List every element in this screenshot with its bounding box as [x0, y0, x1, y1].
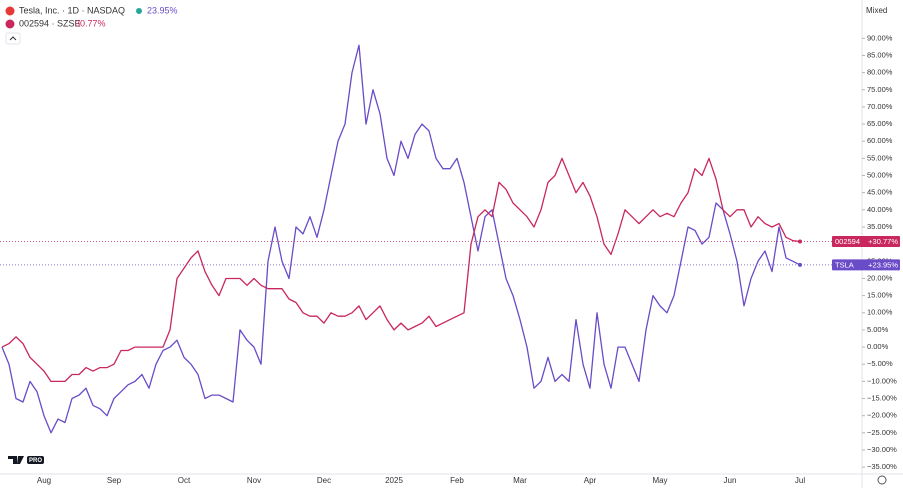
last-point	[798, 239, 802, 244]
y-tick-label: 85.00%	[867, 50, 893, 59]
price-tag	[832, 259, 900, 271]
y-tick-label: 65.00%	[867, 119, 893, 128]
y-tick-label: 5.00%	[867, 325, 889, 334]
x-tick-label: May	[652, 476, 667, 485]
x-tick-label: Dec	[317, 476, 331, 485]
settings-icon[interactable]	[877, 475, 887, 485]
tesla-icon	[5, 6, 15, 16]
collapse-icon	[9, 36, 17, 41]
x-tick-label: Feb	[450, 476, 464, 485]
x-tick-label: Apr	[584, 476, 597, 485]
series-change: 30.77%	[75, 18, 106, 28]
y-tick-label: −15.00%	[867, 394, 897, 403]
y-tick-label: 40.00%	[867, 205, 893, 214]
series-line	[1, 44, 801, 434]
y-tick-label: 80.00%	[867, 68, 893, 77]
y-tick-label: 75.00%	[867, 85, 893, 94]
y-tick-label: −10.00%	[867, 376, 897, 385]
y-tick-label: 20.00%	[867, 273, 893, 282]
market-status	[136, 8, 142, 14]
series-change: 23.95%	[147, 5, 178, 15]
y-tick-label: 35.00%	[867, 222, 893, 231]
price-tag-change: +30.77%	[868, 237, 898, 246]
y-tick-label: 70.00%	[867, 102, 893, 111]
x-tick-label: Nov	[247, 476, 261, 485]
collapse-button[interactable]	[5, 32, 21, 45]
y-tick-label: 45.00%	[867, 188, 893, 197]
x-tick-label: Aug	[37, 476, 51, 485]
y-tick-label: 50.00%	[867, 171, 893, 180]
logo-mark	[8, 456, 24, 464]
series-title: 002594 · SZSE	[19, 18, 81, 28]
byd-icon	[5, 19, 15, 29]
y-tick-label: −30.00%	[867, 445, 897, 454]
x-tick-label: Sep	[107, 476, 122, 485]
logo-badge-text: PRO	[29, 458, 42, 464]
price-tag-name: TSLA	[835, 260, 854, 269]
scale-mode[interactable]: Mixed	[866, 6, 887, 15]
y-tick-label: 0.00%	[867, 342, 889, 351]
y-tick-label: 15.00%	[867, 291, 893, 300]
x-tick-label: Mar	[513, 476, 527, 485]
last-point	[798, 262, 802, 267]
y-tick-label: 90.00%	[867, 33, 893, 42]
y-tick-label: 55.00%	[867, 153, 893, 162]
y-tick-label: 60.00%	[867, 136, 893, 145]
y-tick-label: −35.00%	[867, 462, 897, 471]
series-line	[1, 157, 801, 383]
tv-logo: PRO	[8, 456, 44, 464]
y-tick-label: −25.00%	[867, 428, 897, 437]
y-tick-label: −20.00%	[867, 411, 897, 420]
series-title: Tesla, Inc. · 1D · NASDAQ	[19, 5, 125, 15]
price-tag-change: +23.95%	[868, 260, 898, 269]
y-tick-label: −5.00%	[867, 359, 893, 368]
x-tick-label: Oct	[178, 476, 191, 485]
y-tick-label: 10.00%	[867, 308, 893, 317]
price-tag-name: 002594	[835, 237, 860, 246]
logo-badge	[27, 456, 44, 464]
header: Tesla, Inc. · 1D · NASDAQ 23.95% 002594 …	[5, 5, 178, 45]
x-tick-label: Jul	[795, 476, 805, 485]
price-tag	[832, 236, 900, 248]
x-tick-label: Jun	[724, 476, 737, 485]
x-tick-label: 2025	[385, 476, 403, 485]
